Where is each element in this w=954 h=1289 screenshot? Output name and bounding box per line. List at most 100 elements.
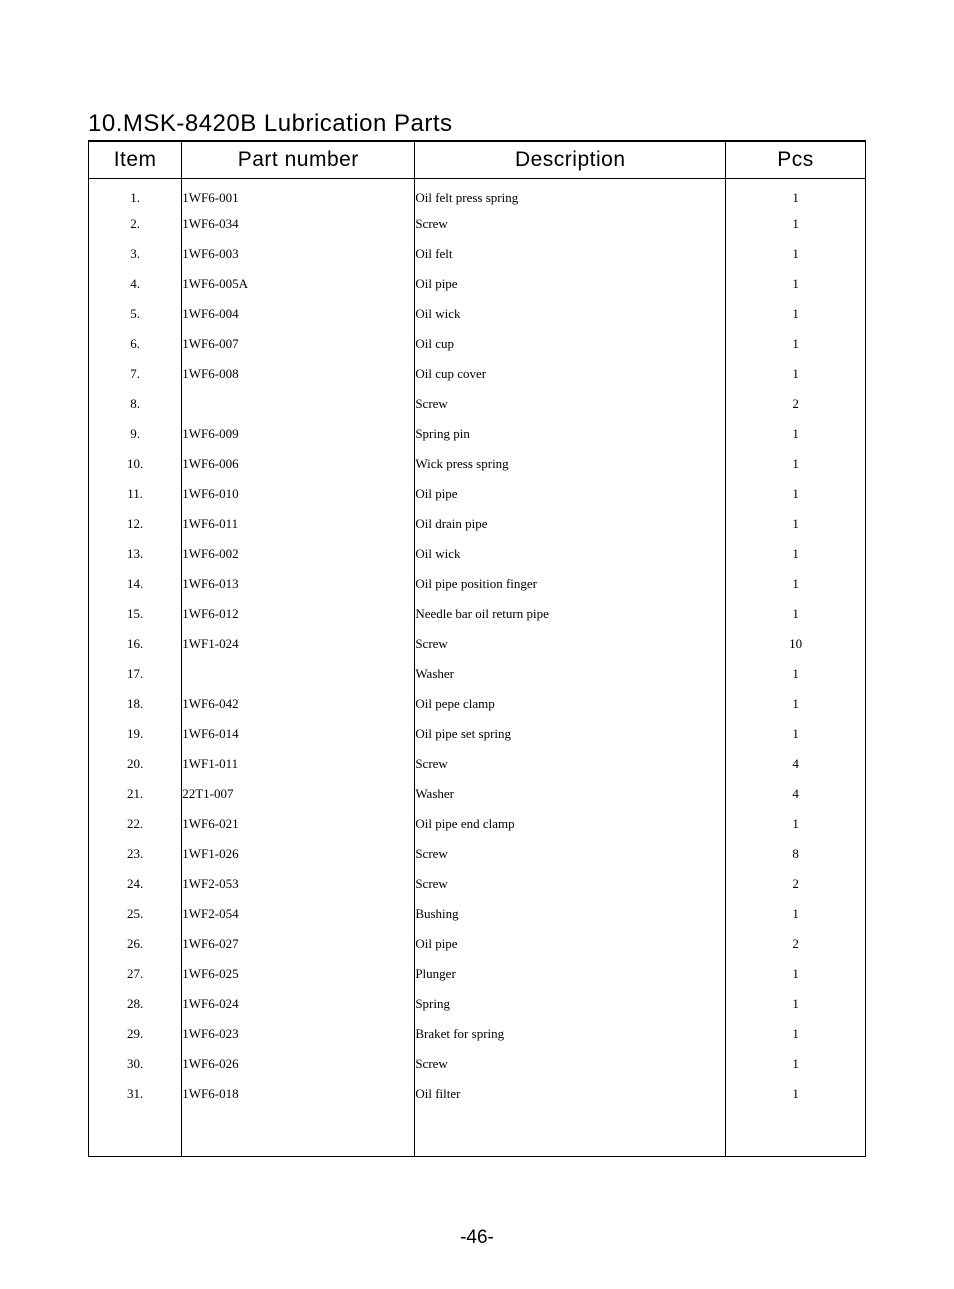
cell-part-number (182, 389, 415, 419)
table-row: 26.1WF6-027Oil pipe2 (89, 929, 866, 959)
spacer-cell (182, 1109, 415, 1157)
cell-item: 10. (89, 449, 182, 479)
cell-description: Oil cup cover (415, 359, 726, 389)
cell-part-number: 1WF6-008 (182, 359, 415, 389)
cell-part-number: 1WF6-013 (182, 569, 415, 599)
table-row: 27.1WF6-025Plunger1 (89, 959, 866, 989)
table-header-row: Item Part number Description Pcs (89, 142, 866, 179)
cell-description: Spring pin (415, 419, 726, 449)
cell-part-number: 1WF6-025 (182, 959, 415, 989)
cell-pcs: 1 (726, 899, 866, 929)
cell-description: Oil felt (415, 239, 726, 269)
cell-pcs: 2 (726, 929, 866, 959)
cell-part-number: 1WF6-010 (182, 479, 415, 509)
parts-table: Item Part number Description Pcs 1.1WF6-… (88, 141, 866, 1157)
cell-pcs: 1 (726, 209, 866, 239)
cell-item: 16. (89, 629, 182, 659)
cell-pcs: 1 (726, 1019, 866, 1049)
cell-item: 26. (89, 929, 182, 959)
cell-item: 3. (89, 239, 182, 269)
table-spacer-row (89, 1109, 866, 1157)
cell-item: 30. (89, 1049, 182, 1079)
table-row: 3.1WF6-003Oil felt1 (89, 239, 866, 269)
table-row: 17.Washer1 (89, 659, 866, 689)
cell-part-number: 1WF6-005A (182, 269, 415, 299)
cell-item: 20. (89, 749, 182, 779)
cell-pcs: 1 (726, 359, 866, 389)
table-row: 12.1WF6-011Oil drain pipe1 (89, 509, 866, 539)
cell-pcs: 1 (726, 569, 866, 599)
cell-part-number: 1WF1-026 (182, 839, 415, 869)
cell-item: 18. (89, 689, 182, 719)
table-row: 5.1WF6-004Oil wick1 (89, 299, 866, 329)
cell-pcs: 1 (726, 539, 866, 569)
cell-part-number: 1WF1-024 (182, 629, 415, 659)
table-row: 28.1WF6-024Spring1 (89, 989, 866, 1019)
cell-part-number: 1WF6-023 (182, 1019, 415, 1049)
table-row: 25.1WF2-054Bushing1 (89, 899, 866, 929)
cell-part-number: 1WF6-012 (182, 599, 415, 629)
table-row: 23.1WF1-026Screw8 (89, 839, 866, 869)
cell-pcs: 1 (726, 179, 866, 209)
cell-item: 11. (89, 479, 182, 509)
spacer-cell (726, 1109, 866, 1157)
cell-part-number: 1WF1-011 (182, 749, 415, 779)
cell-item: 27. (89, 959, 182, 989)
table-row: 20.1WF1-011Screw4 (89, 749, 866, 779)
table-row: 13.1WF6-002Oil wick1 (89, 539, 866, 569)
cell-description: Screw (415, 629, 726, 659)
cell-item: 12. (89, 509, 182, 539)
table-row: 6.1WF6-007Oil cup1 (89, 329, 866, 359)
cell-part-number: 1WF6-009 (182, 419, 415, 449)
cell-description: Screw (415, 869, 726, 899)
cell-description: Oil pipe end clamp (415, 809, 726, 839)
cell-item: 7. (89, 359, 182, 389)
table-row: 19.1WF6-014Oil pipe set spring1 (89, 719, 866, 749)
cell-description: Needle bar oil return pipe (415, 599, 726, 629)
cell-item: 21. (89, 779, 182, 809)
table-row: 16.1WF1-024Screw10 (89, 629, 866, 659)
cell-item: 14. (89, 569, 182, 599)
cell-part-number: 1WF6-007 (182, 329, 415, 359)
cell-item: 19. (89, 719, 182, 749)
cell-part-number: 1WF6-002 (182, 539, 415, 569)
cell-description: Screw (415, 1049, 726, 1079)
cell-item: 23. (89, 839, 182, 869)
cell-item: 29. (89, 1019, 182, 1049)
cell-pcs: 2 (726, 869, 866, 899)
cell-description: Plunger (415, 959, 726, 989)
table-row: 4.1WF6-005AOil pipe1 (89, 269, 866, 299)
cell-part-number: 1WF6-042 (182, 689, 415, 719)
cell-description: Oil pipe position finger (415, 569, 726, 599)
cell-description: Oil wick (415, 539, 726, 569)
cell-pcs: 8 (726, 839, 866, 869)
cell-item: 6. (89, 329, 182, 359)
cell-description: Oil wick (415, 299, 726, 329)
cell-item: 1. (89, 179, 182, 209)
cell-pcs: 1 (726, 509, 866, 539)
cell-description: Screw (415, 839, 726, 869)
spacer-cell (89, 1109, 182, 1157)
table-row: 24.1WF2-053Screw2 (89, 869, 866, 899)
table-row: 11.1WF6-010Oil pipe1 (89, 479, 866, 509)
section-title: 10.MSK-8420B Lubrication Parts (88, 110, 866, 141)
table-row: 14.1WF6-013Oil pipe position finger1 (89, 569, 866, 599)
cell-pcs: 1 (726, 689, 866, 719)
cell-pcs: 1 (726, 299, 866, 329)
cell-pcs: 10 (726, 629, 866, 659)
cell-description: Oil pepe clamp (415, 689, 726, 719)
cell-part-number: 1WF6-024 (182, 989, 415, 1019)
table-row: 30.1WF6-026Screw1 (89, 1049, 866, 1079)
cell-description: Screw (415, 389, 726, 419)
cell-description: Oil pipe (415, 929, 726, 959)
table-row: 8.Screw2 (89, 389, 866, 419)
cell-description: Washer (415, 659, 726, 689)
cell-part-number: 1WF6-014 (182, 719, 415, 749)
cell-description: Braket for spring (415, 1019, 726, 1049)
cell-part-number (182, 659, 415, 689)
table-row: 21.22T1-007Washer4 (89, 779, 866, 809)
cell-part-number: 1WF6-001 (182, 179, 415, 209)
cell-description: Oil cup (415, 329, 726, 359)
cell-part-number: 1WF6-027 (182, 929, 415, 959)
cell-description: Oil pipe set spring (415, 719, 726, 749)
